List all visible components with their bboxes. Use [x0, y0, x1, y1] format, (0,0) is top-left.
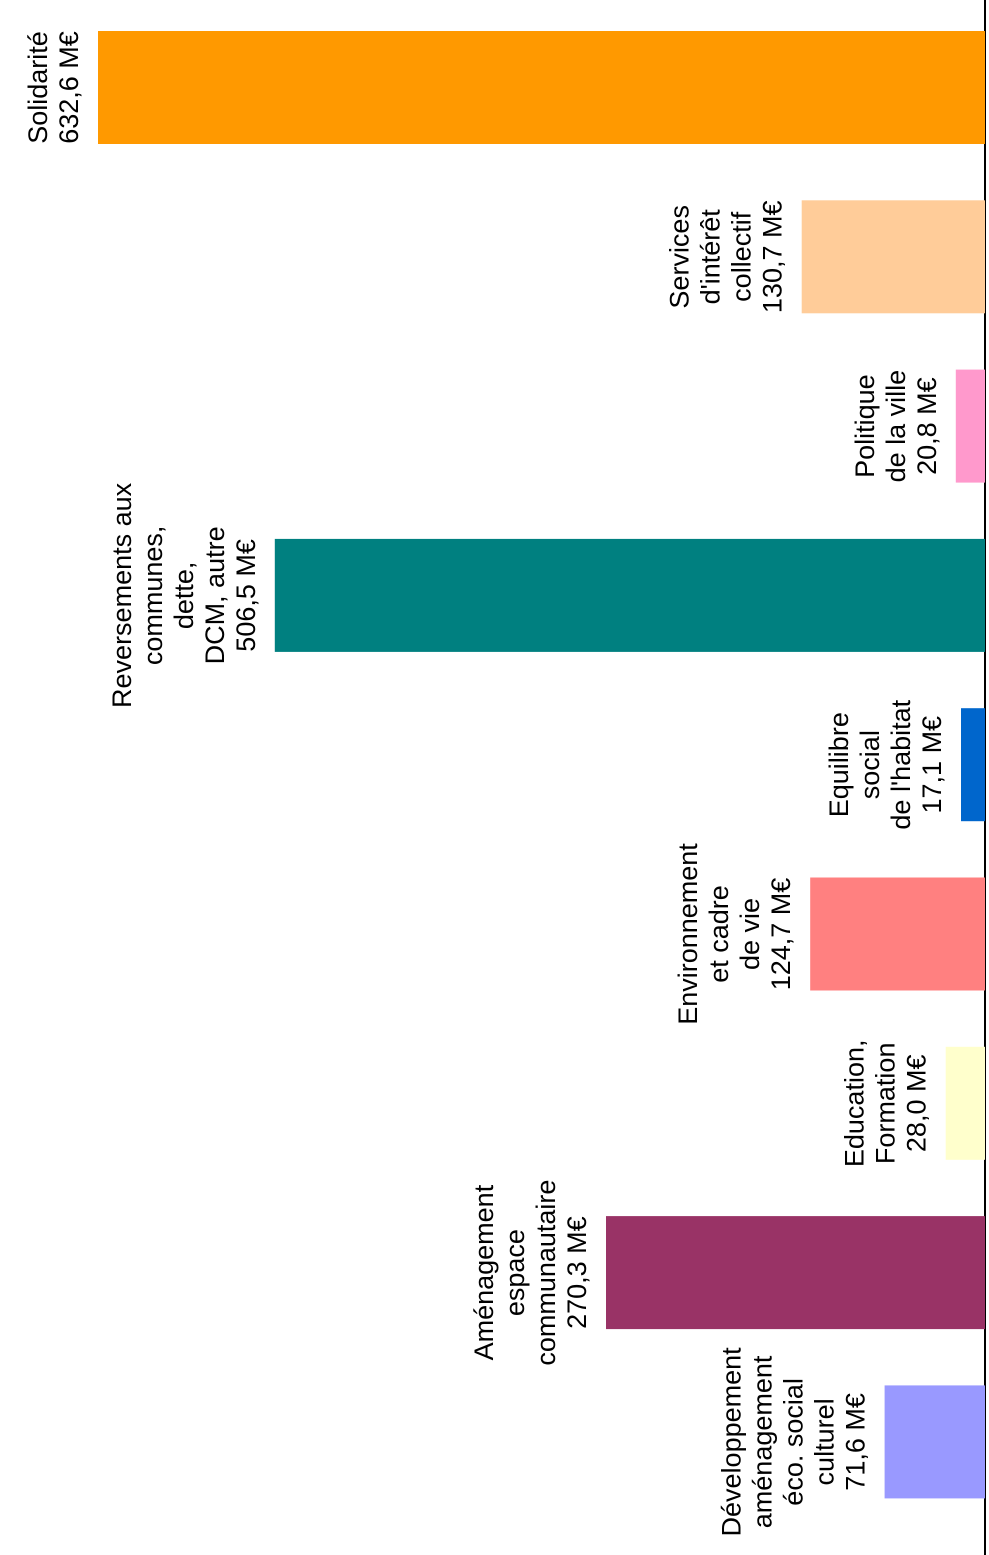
bar: [274, 538, 985, 652]
data-label-value: 506,5 M€: [231, 539, 261, 652]
data-label-category: et cadre: [704, 885, 734, 983]
data-label-category: Environnement: [673, 843, 703, 1025]
data-label-category: Développement: [717, 1347, 747, 1537]
data-label-category: DCM, autre: [200, 526, 230, 664]
data-label-category: éco. social: [779, 1378, 809, 1506]
bar: [606, 1216, 985, 1330]
data-label: Environnement et cadre de vie 124,7 M€: [673, 843, 796, 1025]
data-label-category: social: [855, 730, 885, 799]
data-labels-group: Solidarité 632,6 M€ Services d'intérêt colle…: [23, 31, 947, 1536]
data-label-category: espace: [500, 1229, 530, 1316]
data-label-category: culturel: [810, 1398, 840, 1485]
bar: [98, 31, 985, 144]
data-label-category: Aménagement: [469, 1184, 499, 1360]
data-label-value: 17,1 M€: [917, 716, 947, 814]
data-label-category: Equilibre: [824, 712, 854, 817]
data-label-category: Solidarité: [23, 31, 53, 144]
data-label-value: 632,6 M€: [54, 31, 84, 144]
data-label-category: aménagement: [748, 1355, 778, 1528]
bar: [801, 200, 985, 314]
data-label-category: Reversements aux: [107, 482, 137, 708]
data-label-category: de l'habitat: [886, 699, 916, 829]
bar: [955, 369, 985, 483]
data-label-category: communes,: [138, 526, 168, 666]
data-label-category: de vie: [735, 898, 765, 970]
data-label-category: Politique: [850, 374, 880, 478]
data-label: Politique de la ville 20,8 M€: [850, 370, 942, 483]
bar: [810, 877, 985, 991]
data-label-category: collectif: [727, 211, 757, 302]
data-label: Reversements aux communes, dette, DCM, autr…: [107, 482, 261, 708]
data-label-category: Formation: [871, 1043, 901, 1165]
data-label-category: Education,: [840, 1040, 870, 1168]
data-label: Développement aménagement éco. social cultu…: [717, 1347, 871, 1537]
data-label-value: 28,0 M€: [902, 1055, 932, 1153]
data-label-value: 124,7 M€: [766, 878, 796, 991]
data-label: Services d'intérêt collectif 130,7 M€: [665, 201, 788, 314]
data-label: Education, Formation 28,0 M€: [840, 1040, 932, 1168]
data-label-category: dette,: [169, 562, 199, 630]
data-label-value: 130,7 M€: [758, 201, 788, 314]
data-label: Solidarité 632,6 M€: [23, 31, 84, 144]
data-label-value: 20,8 M€: [912, 377, 942, 475]
data-label-value: 270,3 M€: [562, 1216, 592, 1329]
bar: [945, 1046, 985, 1160]
data-label-category: de la ville: [881, 370, 911, 483]
data-label-category: communautaire: [531, 1180, 561, 1366]
data-label: Equilibre social de l'habitat 17,1 M€: [824, 699, 947, 829]
data-label-category: d'intérêt: [696, 209, 726, 305]
data-label-value: 71,6 M€: [841, 1393, 871, 1491]
data-label: Aménagement espace communautaire 270,3 M€: [469, 1180, 592, 1366]
bar: [884, 1385, 985, 1499]
bar: [961, 708, 985, 822]
data-label-category: Services: [665, 205, 695, 309]
bars-group: [98, 31, 985, 1499]
